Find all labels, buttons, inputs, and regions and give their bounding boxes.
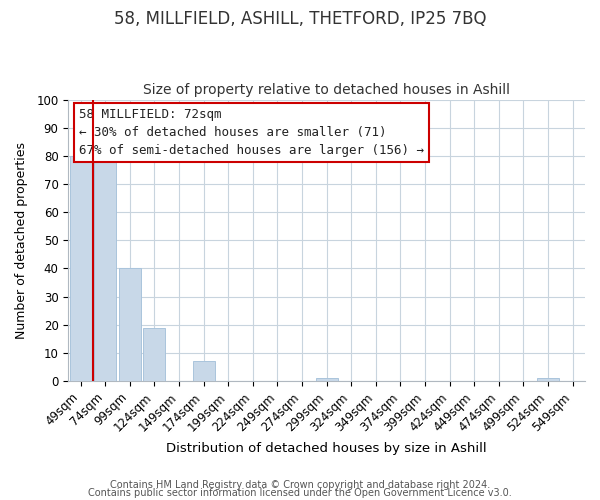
Bar — [70, 156, 92, 381]
Text: Contains public sector information licensed under the Open Government Licence v3: Contains public sector information licen… — [88, 488, 512, 498]
X-axis label: Distribution of detached houses by size in Ashill: Distribution of detached houses by size … — [166, 442, 487, 455]
Bar — [193, 362, 215, 381]
Y-axis label: Number of detached properties: Number of detached properties — [15, 142, 28, 339]
Bar — [119, 268, 141, 381]
Title: Size of property relative to detached houses in Ashill: Size of property relative to detached ho… — [143, 83, 510, 97]
Bar — [94, 153, 116, 381]
Text: Contains HM Land Registry data © Crown copyright and database right 2024.: Contains HM Land Registry data © Crown c… — [110, 480, 490, 490]
Text: 58 MILLFIELD: 72sqm
← 30% of detached houses are smaller (71)
67% of semi-detach: 58 MILLFIELD: 72sqm ← 30% of detached ho… — [79, 108, 424, 157]
Bar — [316, 378, 338, 381]
Bar — [143, 328, 166, 381]
Text: 58, MILLFIELD, ASHILL, THETFORD, IP25 7BQ: 58, MILLFIELD, ASHILL, THETFORD, IP25 7B… — [114, 10, 486, 28]
Bar — [537, 378, 559, 381]
